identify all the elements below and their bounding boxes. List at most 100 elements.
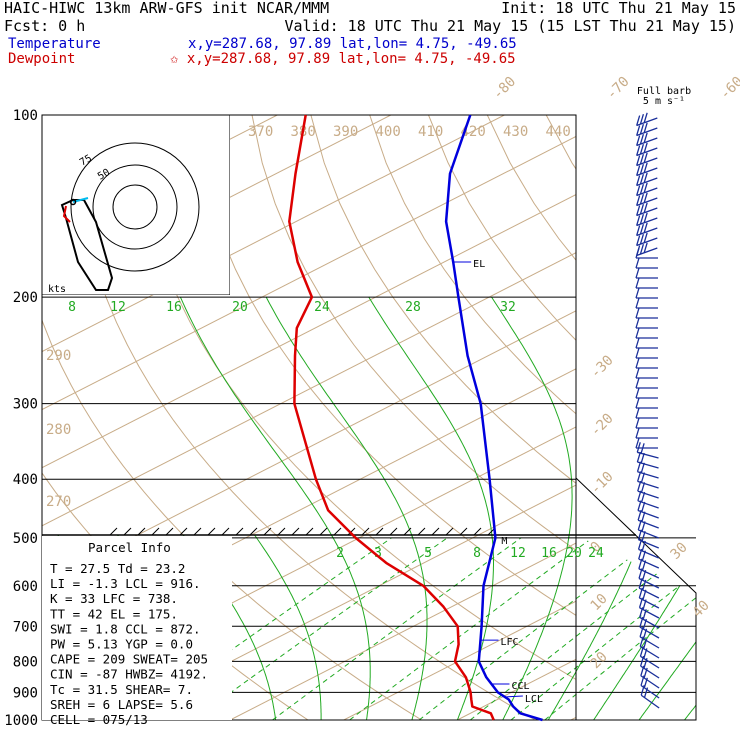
pressure-tick-label: 900	[13, 685, 38, 701]
mixing-ratio-line	[349, 537, 593, 720]
wind-barb-flag	[642, 628, 648, 640]
hatch-tick	[193, 527, 202, 536]
theta-label: 410	[418, 124, 443, 140]
annotation-el: EL	[473, 259, 485, 270]
mixing-ratio-label: 32	[500, 300, 516, 315]
pressure-tick-label: 300	[13, 397, 38, 413]
wind-barb-flag	[642, 589, 647, 600]
theta-side-label: 280	[46, 422, 71, 438]
wind-profile-label: 5 m s⁻¹	[643, 96, 685, 107]
wind-barb-flag	[643, 648, 648, 659]
dry-adiabat-line	[428, 115, 576, 341]
wind-barb	[636, 157, 658, 167]
wind-barb-flag	[638, 578, 643, 589]
wind-barb-flag	[636, 155, 641, 166]
wind-barb-flag	[635, 267, 640, 279]
wind-barb-flag	[635, 297, 640, 309]
wind-barb	[637, 451, 659, 459]
wind-barb-flag	[643, 667, 648, 679]
parcel-info-row: PW = 5.13 YGP = 0.0	[50, 637, 193, 652]
moist-adiabat-upper-line	[179, 296, 334, 539]
isotherm-line	[343, 600, 576, 720]
wind-barb-flag	[641, 530, 646, 542]
dewpoint-profile	[288, 114, 495, 721]
pressure-tick-label: 600	[13, 579, 38, 595]
wind-barb-flag	[640, 472, 646, 483]
annotation-tick	[504, 695, 523, 698]
header-valid: Valid: 18 UTC Thu 21 May 15 (15 LST Thu …	[284, 17, 736, 35]
wind-barb-flag	[643, 182, 648, 193]
hodograph-ring-label: 50	[96, 167, 112, 183]
temperature-legend-label: Temperature	[8, 36, 101, 52]
annotation-lcl: LCL	[525, 694, 543, 705]
dry-adiabat-line	[75, 115, 536, 720]
wind-barb-flag	[643, 638, 648, 649]
wind-barb-flag	[639, 213, 645, 225]
wind-barb-flag	[643, 222, 648, 233]
wind-barb-flag	[640, 665, 645, 676]
mixing-ratio-label: 16	[166, 300, 182, 315]
dewpoint-legend-info: ✩ x,y=287.68, 97.89 lat,lon= 4.75, -49.6…	[170, 51, 516, 67]
mixing-ratio-line	[469, 537, 696, 720]
isotherm-line	[42, 310, 576, 585]
hatch-tick	[165, 527, 174, 536]
wind-barb-flag	[635, 407, 640, 419]
wind-barb-flag	[635, 277, 640, 289]
theta-side-label: 270	[46, 494, 71, 510]
mixing-ratio-label: 2	[336, 546, 344, 561]
wind-barb-flag	[635, 347, 640, 359]
wind-barb-flag	[639, 163, 645, 175]
parcel-info-title: Parcel Info	[88, 540, 171, 555]
wind-barb-flag	[637, 539, 643, 550]
mixing-ratio-label: 20	[566, 546, 582, 561]
wind-barb-flag	[639, 193, 645, 205]
wind-barb-flag	[643, 192, 648, 203]
hodograph-ring	[112, 184, 158, 230]
wind-barb-flag	[635, 337, 640, 349]
wind-barb-flag	[636, 215, 641, 226]
isotherm-label: 20	[588, 649, 611, 672]
wind-barb	[636, 237, 658, 247]
moist-adiabat-upper-line	[265, 296, 414, 539]
isotherm-line	[42, 115, 505, 353]
hatch-tick	[263, 527, 272, 536]
wind-barb-flag	[643, 232, 648, 243]
plot-frame	[41, 114, 697, 721]
parcel-info-row: CIN = -87 HWBZ= 4192.	[50, 667, 208, 682]
wind-barb-flag	[635, 367, 640, 379]
hatch-tick	[277, 527, 286, 536]
parcel-info-row: K = 33 LFC = 738.	[50, 591, 178, 606]
wind-barb-flag	[643, 658, 648, 669]
wind-barb-flag	[641, 540, 646, 552]
wind-barb-flag	[640, 675, 645, 686]
wind-barb-flag	[636, 225, 641, 236]
header-title: HAIC-HIWC 13km ARW-GFS init NCAR/MMM	[4, 0, 329, 17]
hatch-tick	[445, 527, 454, 536]
wind-barb-flag	[639, 203, 645, 215]
wind-barb-flag	[640, 462, 645, 474]
wind-barb-flag	[638, 548, 643, 560]
isotherm-label: 10	[588, 591, 611, 614]
wind-profile-label: Full barb	[637, 86, 691, 97]
wind-barb-flag	[636, 451, 641, 463]
mixing-ratio-label: 16	[541, 546, 557, 561]
wind-barb	[637, 461, 659, 469]
hatch-tick	[347, 527, 356, 536]
wind-barb-flag	[641, 501, 646, 513]
wind-barb-flag	[637, 519, 642, 531]
mixing-ratio-label: 12	[510, 546, 526, 561]
moist-adiabat-line	[383, 535, 428, 720]
wind-barb	[636, 137, 658, 147]
wind-barb-flag	[640, 452, 645, 464]
hatch-tick	[333, 527, 342, 536]
mixing-ratio-label: 8	[68, 300, 76, 315]
isotherm-label: -80	[490, 74, 519, 103]
theta-label: 390	[333, 124, 358, 140]
isotherm-label: 40	[690, 598, 713, 621]
mixing-ratio-line	[418, 537, 657, 720]
wind-barb	[637, 471, 659, 479]
wind-barb-flag	[641, 550, 646, 561]
wind-barb-flag	[643, 677, 648, 688]
wind-barb-flag	[639, 223, 645, 235]
wind-barb-flag	[639, 183, 645, 195]
